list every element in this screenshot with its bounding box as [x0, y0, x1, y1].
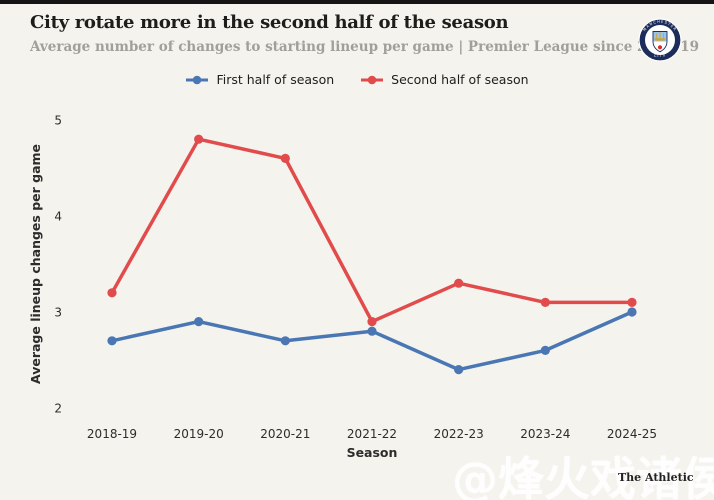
source-credit: The Athletic: [618, 471, 694, 484]
x-axis-title: Season: [347, 445, 398, 460]
data-point: [107, 336, 117, 346]
data-point: [194, 317, 204, 327]
data-point: [107, 288, 117, 298]
crest-text-bottom: CITY: [654, 54, 666, 58]
legend-item-first-half: First half of season: [185, 72, 334, 87]
y-tick-label: 2: [54, 402, 62, 416]
manchester-city-crest-icon: MANCHESTER CITY: [638, 18, 682, 62]
data-point: [280, 336, 290, 346]
line-marker-icon: [186, 75, 209, 84]
data-point: [454, 365, 464, 375]
y-tick-label: 5: [54, 114, 62, 128]
page-title: City rotate more in the second half of t…: [30, 12, 509, 33]
data-point: [454, 278, 464, 288]
legend-label: Second half of season: [391, 72, 529, 87]
x-tick-label: 2020-21: [260, 427, 310, 441]
y-tick-label: 3: [54, 306, 62, 320]
data-point: [627, 297, 637, 307]
crest-ship-icon: [654, 32, 666, 41]
line-marker-icon: [361, 75, 384, 84]
y-tick-label: 4: [54, 210, 62, 224]
data-point: [280, 153, 290, 163]
crest-rose-icon: [657, 45, 663, 50]
data-point: [194, 134, 204, 144]
data-point: [627, 307, 637, 317]
data-point: [367, 317, 377, 327]
plot-area: 2 3 4 5 2018-19 2019-20 2020-21 2021-22 2022-23 2…: [54, 114, 657, 442]
x-tick-label: 2024-25: [607, 427, 657, 441]
crest-shield: [653, 31, 667, 52]
y-axis-title: Average lineup changes per game: [28, 144, 43, 384]
x-tick-label: 2018-19: [87, 427, 137, 441]
crest-svg: MANCHESTER CITY: [638, 18, 682, 62]
watermark-text: @烽火戏诸侯: [452, 452, 714, 500]
x-tick-label: 2019-20: [174, 427, 224, 441]
x-tick-label: 2021-22: [347, 427, 397, 441]
legend-label: First half of season: [216, 72, 335, 87]
legend-item-second-half: Second half of season: [360, 72, 529, 87]
data-point: [367, 326, 377, 336]
page-subtitle: Average number of changes to starting li…: [30, 39, 699, 55]
data-point: [540, 297, 550, 307]
chart-legend: First half of season Second half of seas…: [0, 72, 714, 87]
series-line-1: [110, 137, 634, 324]
data-point: [540, 345, 550, 355]
top-accent-bar: [0, 0, 714, 4]
x-tick-label: 2022-23: [434, 427, 484, 441]
crest-shield-outline: [652, 31, 668, 53]
x-tick-label: 2023-24: [520, 427, 570, 441]
